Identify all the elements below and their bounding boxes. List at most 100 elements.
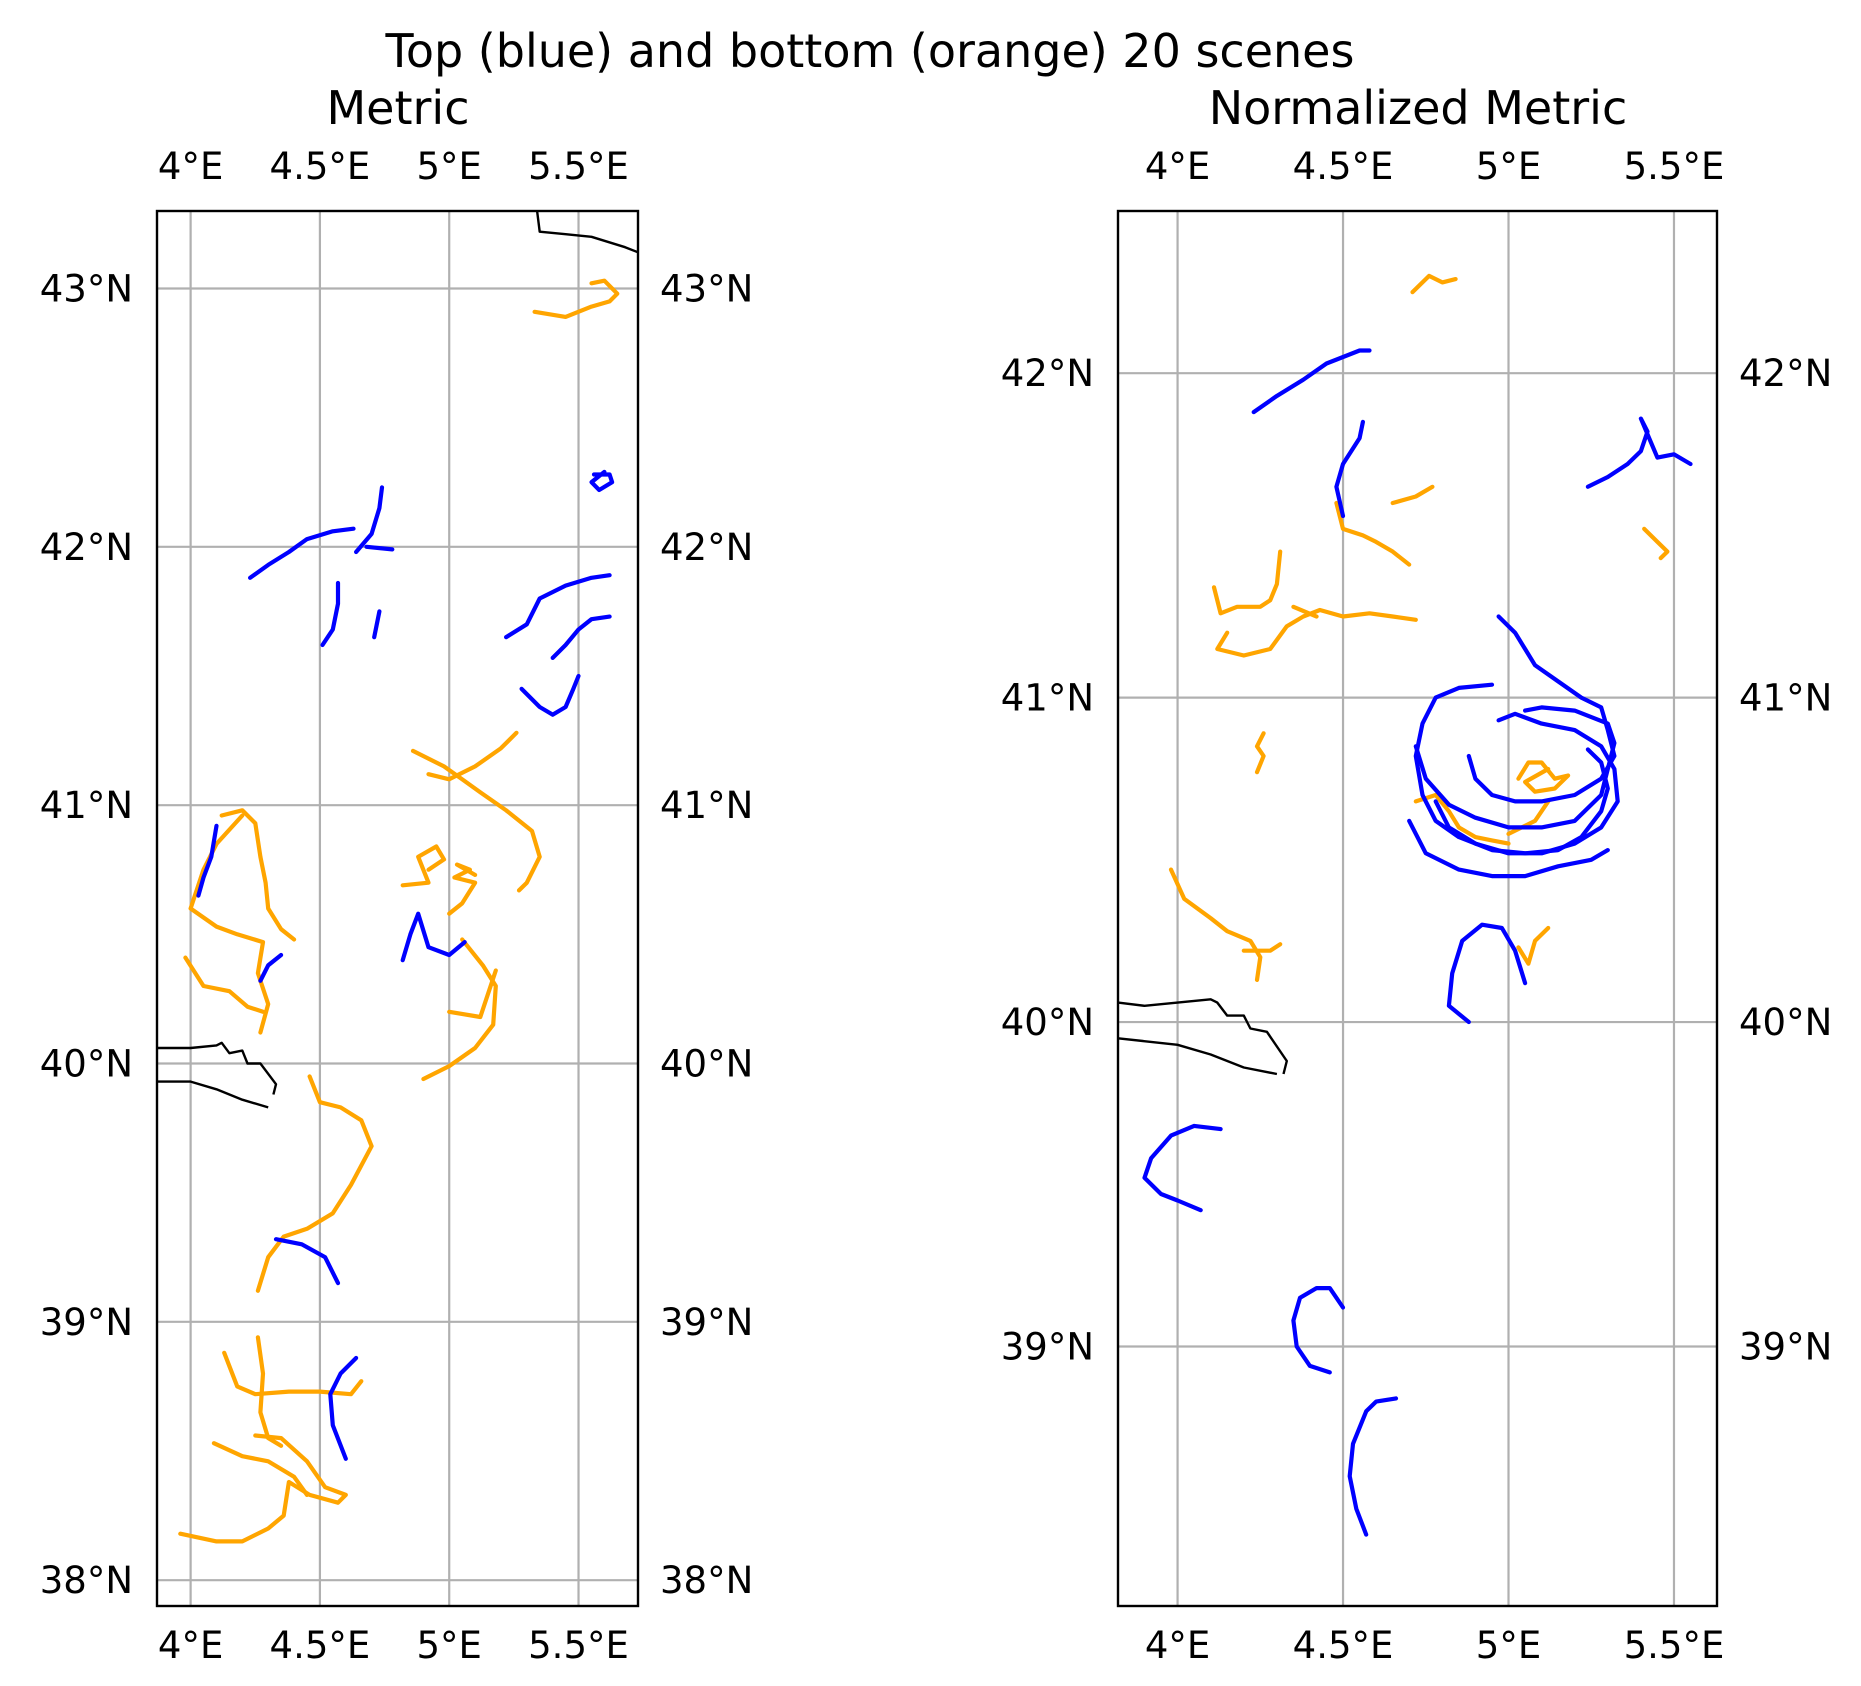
coastline <box>1117 1037 1278 1076</box>
bottom-track <box>421 937 498 1082</box>
coastlines <box>1117 998 1288 1076</box>
tick-labels: 4°E 4°E 4.5°E 4.5°E 5°E 5°E 5.5°E 5.5°E 39°N 39°N… <box>1001 145 1833 1667</box>
bottom-track <box>1390 484 1435 506</box>
top-track <box>1251 348 1372 415</box>
bottom-track <box>1410 273 1458 295</box>
bottom-track <box>1291 604 1319 619</box>
coastline <box>157 1041 278 1095</box>
tick-labels: 4°E 4°E 4.5°E 4.5°E 5°E 5°E 5.5°E 5.5°E 38°N 38°N… <box>40 145 754 1667</box>
top-track <box>519 673 581 717</box>
y-tick-label-right: 38°N <box>660 1559 753 1602</box>
x-tick-label-bottom: 4°E <box>1145 1624 1210 1667</box>
y-tick-label-left: 39°N <box>1001 1325 1094 1368</box>
bottom-track <box>222 1350 364 1397</box>
y-tick-label-right: 41°N <box>660 784 753 827</box>
y-tick-label-left: 41°N <box>40 784 133 827</box>
top-track <box>328 1355 359 1461</box>
figure-title: Top (blue) and bottom (orange) 20 scenes <box>385 24 1355 78</box>
gridlines <box>157 211 638 1606</box>
coastline <box>157 1080 269 1109</box>
y-tick-label-left: 41°N <box>1001 677 1094 720</box>
map-frame <box>1116 209 1719 1608</box>
bottom-track <box>410 748 542 893</box>
top-track <box>400 911 467 963</box>
top-track <box>1466 614 1617 804</box>
top-track <box>372 609 382 640</box>
bottom-track <box>211 1441 310 1497</box>
bottom-tracks <box>1168 273 1670 982</box>
map-frame <box>155 209 640 1608</box>
x-tick-label-top: 5.5°E <box>1624 145 1725 188</box>
top-tracks <box>1142 348 1693 1537</box>
panel-title: Normalized Metric <box>1209 81 1628 135</box>
top-tracks <box>196 469 615 1461</box>
bottom-tracks <box>178 278 620 1544</box>
top-track <box>364 544 395 552</box>
top-track <box>550 614 612 660</box>
x-tick-label-bottom: 4.5°E <box>270 1624 371 1667</box>
x-tick-label-top: 4.5°E <box>1293 145 1394 188</box>
y-tick-label-left: 38°N <box>40 1559 133 1602</box>
bottom-track <box>400 844 447 888</box>
bottom-track <box>447 862 478 916</box>
bottom-track <box>1168 867 1263 982</box>
coastlines <box>157 210 639 1109</box>
top-track <box>273 1237 341 1286</box>
top-track <box>1407 818 1610 879</box>
bottom-track <box>255 1335 284 1448</box>
bottom-track <box>1516 760 1571 794</box>
bottom-track <box>178 1433 348 1544</box>
coastline <box>1117 998 1288 1075</box>
bottom-track <box>1642 526 1670 561</box>
gridlines <box>1118 211 1717 1606</box>
y-tick-label-left: 42°N <box>1001 352 1094 395</box>
y-tick-label-left: 40°N <box>40 1043 133 1086</box>
x-tick-label-bottom: 5.5°E <box>1624 1624 1725 1667</box>
top-track <box>196 823 219 898</box>
top-track <box>1347 1396 1399 1537</box>
top-track <box>1413 705 1617 830</box>
y-tick-label-right: 43°N <box>660 268 753 311</box>
y-tick-label-right: 42°N <box>660 526 753 569</box>
top-track <box>1446 922 1528 1025</box>
y-tick-label-right: 42°N <box>1739 352 1832 395</box>
bottom-track <box>532 278 620 319</box>
top-track <box>248 526 356 580</box>
y-tick-label-left: 40°N <box>1001 1001 1094 1044</box>
x-tick-label-bottom: 5°E <box>417 1624 482 1667</box>
bottom-track <box>447 968 498 1020</box>
x-tick-label-top: 5°E <box>1476 145 1541 188</box>
x-tick-label-top: 4.5°E <box>270 145 371 188</box>
top-track <box>504 573 612 640</box>
bottom-track <box>1211 549 1283 616</box>
bottom-track <box>188 813 271 1035</box>
x-tick-label-bottom: 4.5°E <box>1293 1624 1394 1667</box>
top-track <box>1413 682 1610 856</box>
bottom-track <box>1254 731 1266 775</box>
bottom-track <box>255 1074 374 1293</box>
y-tick-label-right: 41°N <box>1739 677 1832 720</box>
bottom-track <box>1413 792 1511 846</box>
y-tick-label-left: 43°N <box>40 268 133 311</box>
y-tick-label-left: 39°N <box>40 1301 133 1344</box>
x-tick-label-top: 4°E <box>158 145 223 188</box>
bottom-track <box>1241 942 1283 953</box>
bottom-track <box>219 808 297 942</box>
panel-metric: Metric 4°E 4°E 4.5°E 4.5°E 5°E 5°E 5.5°E 5.5°E 3… <box>40 81 754 1667</box>
y-tick-label-left: 42°N <box>40 526 133 569</box>
x-tick-label-top: 5.5°E <box>528 145 629 188</box>
top-track <box>1334 419 1365 519</box>
top-track <box>1291 1286 1346 1375</box>
bottom-track <box>1506 799 1551 836</box>
top-track <box>354 485 385 555</box>
top-track <box>1142 1123 1223 1213</box>
y-tick-label-right: 40°N <box>660 1043 753 1086</box>
top-track <box>258 952 284 983</box>
top-track <box>320 580 341 648</box>
x-tick-label-bottom: 5.5°E <box>528 1624 629 1667</box>
bottom-track <box>1215 607 1418 658</box>
x-tick-label-bottom: 5°E <box>1476 1624 1541 1667</box>
top-track <box>1585 416 1693 489</box>
bottom-track <box>426 730 519 782</box>
panel-title: Metric <box>326 81 469 135</box>
